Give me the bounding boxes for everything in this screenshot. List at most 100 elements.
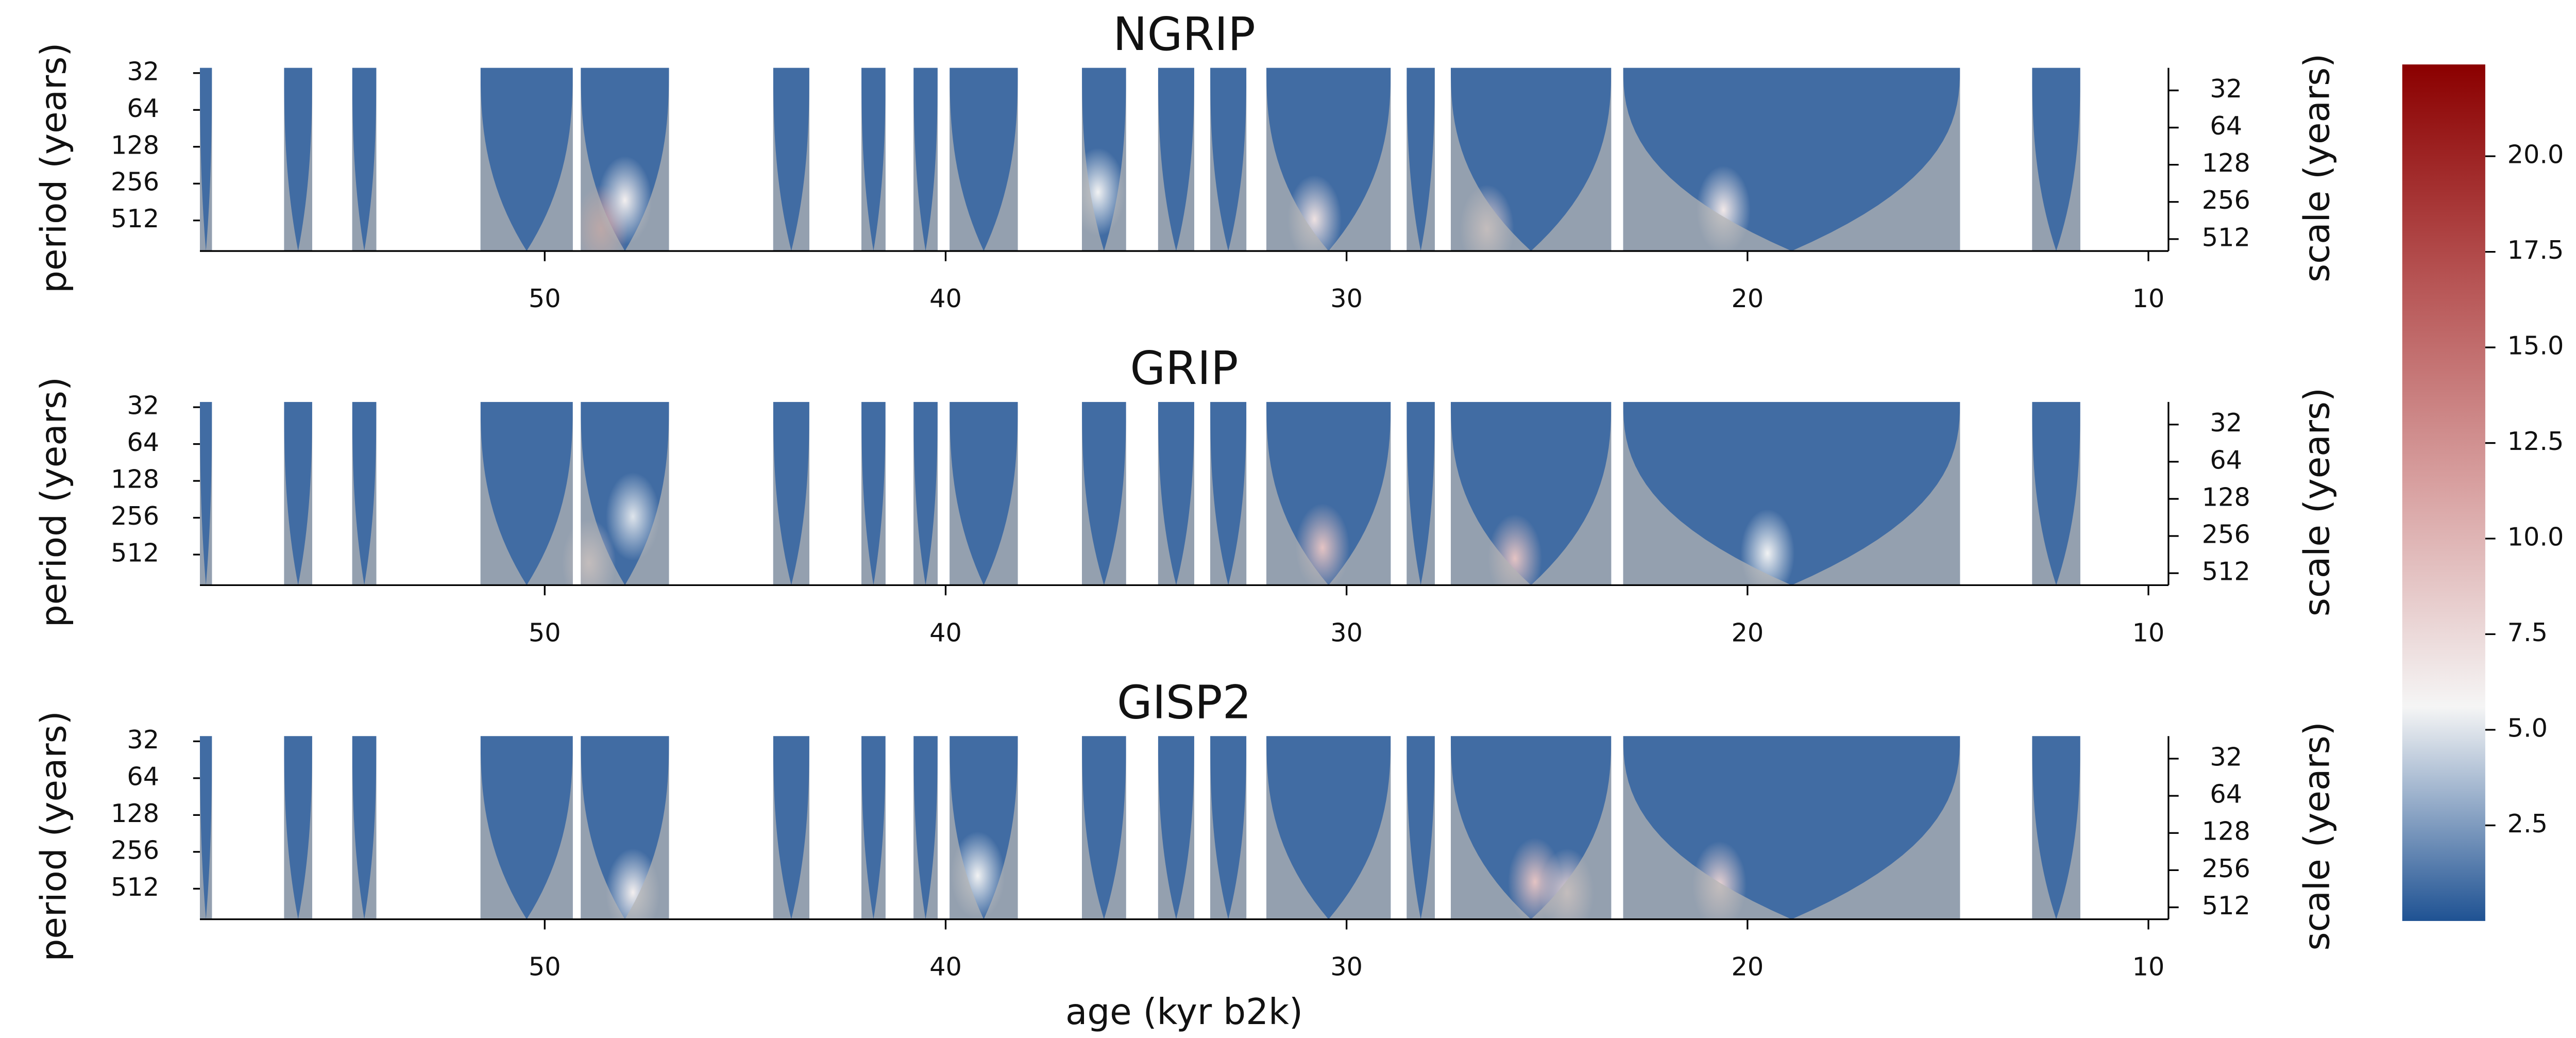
y-tick-label: 256 bbox=[111, 501, 159, 531]
x-tick-label: 20 bbox=[1731, 617, 1764, 647]
cone-of-influence bbox=[352, 68, 377, 252]
y-tick-label: 32 bbox=[127, 391, 159, 421]
x-tick-label: 50 bbox=[529, 617, 561, 647]
y2-tick-label: 128 bbox=[2202, 482, 2250, 512]
x-tick-label: 20 bbox=[1731, 952, 1764, 982]
y2-tick-label: 32 bbox=[2210, 408, 2242, 438]
cone-of-influence bbox=[1451, 401, 1612, 585]
data-segment bbox=[200, 401, 212, 585]
y-tick-label: 64 bbox=[127, 427, 159, 457]
cone-of-influence bbox=[352, 401, 377, 585]
cone-of-influence bbox=[861, 401, 886, 585]
cone-of-influence bbox=[581, 736, 669, 919]
colorbar-tick-label: 20.0 bbox=[2507, 140, 2564, 170]
y2-tick-label: 256 bbox=[2202, 185, 2250, 215]
x-tick-label: 20 bbox=[1731, 283, 1764, 313]
y-axis-label: period (years) bbox=[33, 377, 75, 627]
y-tick-label: 64 bbox=[127, 761, 159, 791]
panel-title: NGRIP bbox=[1113, 8, 1256, 61]
y-tick-label: 512 bbox=[111, 538, 159, 568]
cone-of-influence bbox=[861, 68, 886, 252]
cone-of-influence bbox=[1158, 68, 1194, 252]
cone-of-influence bbox=[581, 401, 669, 585]
y-tick-label: 32 bbox=[127, 725, 159, 755]
y2-tick-label: 32 bbox=[2210, 742, 2242, 772]
cone-of-influence bbox=[1082, 68, 1126, 252]
cone-of-influence bbox=[1406, 68, 1435, 252]
y-axis-label: period (years) bbox=[33, 43, 75, 293]
x-tick-label: 30 bbox=[1330, 617, 1363, 647]
colorbar-tick-label: 5.0 bbox=[2507, 713, 2548, 743]
cone-of-influence bbox=[1210, 68, 1247, 252]
y-tick-label: 64 bbox=[127, 93, 159, 123]
cone-of-influence bbox=[200, 401, 212, 585]
cone-of-influence bbox=[950, 736, 1018, 919]
colorbar-tick-label: 17.5 bbox=[2507, 235, 2564, 265]
cone-of-influence bbox=[480, 736, 573, 919]
colorbar-tick-label: 10.0 bbox=[2507, 522, 2564, 552]
cone-of-influence bbox=[1406, 401, 1435, 585]
x-tick-label: 50 bbox=[529, 952, 561, 982]
y2-tick-label: 256 bbox=[2202, 853, 2250, 883]
y-tick-label: 512 bbox=[111, 872, 159, 902]
y-tick-label: 128 bbox=[111, 798, 159, 828]
cone-of-influence bbox=[200, 68, 212, 252]
cone-of-influence bbox=[1266, 736, 1391, 919]
cone-of-influence bbox=[1623, 401, 1960, 585]
colorbar-tick-label: 12.5 bbox=[2507, 426, 2564, 456]
y-tick-label: 256 bbox=[111, 167, 159, 197]
cone-of-influence bbox=[284, 401, 312, 585]
panel-title: GRIP bbox=[1130, 342, 1238, 395]
cone-of-influence bbox=[2032, 736, 2080, 919]
cone-of-influence bbox=[950, 68, 1018, 252]
cone-of-influence bbox=[284, 68, 312, 252]
cone-of-influence bbox=[1082, 401, 1126, 585]
x-tick-label: 30 bbox=[1330, 952, 1363, 982]
x-tick-label: 10 bbox=[2132, 617, 2165, 647]
y2-tick-label: 128 bbox=[2202, 816, 2250, 846]
cone-of-influence bbox=[1266, 68, 1391, 252]
y-tick-label: 128 bbox=[111, 130, 159, 160]
cone-of-influence bbox=[200, 736, 212, 919]
x-axis-label: age (kyr b2k) bbox=[1065, 992, 1303, 1033]
x-tick-label: 30 bbox=[1330, 283, 1363, 313]
cone-of-influence bbox=[1158, 401, 1194, 585]
y2-tick-label: 32 bbox=[2210, 74, 2242, 104]
x-tick-label: 10 bbox=[2132, 283, 2165, 313]
colorbar-tick-label: 7.5 bbox=[2507, 617, 2548, 647]
x-tick-label: 10 bbox=[2132, 952, 2165, 982]
y2-tick-label: 64 bbox=[2210, 111, 2242, 141]
y2-axis-label: scale (years) bbox=[2297, 722, 2338, 950]
cone-of-influence bbox=[581, 68, 669, 252]
cone-of-influence bbox=[1210, 736, 1247, 919]
data-segment bbox=[200, 68, 212, 252]
y-tick-label: 512 bbox=[111, 204, 159, 233]
power-peak bbox=[598, 156, 652, 245]
cone-of-influence bbox=[352, 736, 377, 919]
cone-of-influence bbox=[913, 401, 938, 585]
cone-of-influence bbox=[773, 736, 809, 919]
y2-tick-label: 64 bbox=[2210, 445, 2242, 475]
cone-of-influence bbox=[2032, 401, 2080, 585]
power-peak bbox=[605, 472, 660, 561]
x-tick-label: 40 bbox=[929, 617, 962, 647]
cone-of-influence bbox=[1406, 736, 1435, 919]
y2-tick-label: 128 bbox=[2202, 148, 2250, 178]
colorbar bbox=[2402, 64, 2485, 921]
panel-title: GISP2 bbox=[1117, 676, 1251, 729]
data-segment bbox=[200, 736, 212, 919]
cone-of-influence bbox=[1623, 736, 1960, 919]
cone-of-influence bbox=[1451, 68, 1612, 252]
y2-axis-label: scale (years) bbox=[2297, 388, 2338, 616]
cone-of-influence bbox=[1158, 736, 1194, 919]
x-tick-label: 40 bbox=[929, 283, 962, 313]
y2-axis-label: scale (years) bbox=[2297, 54, 2338, 282]
cone-of-influence bbox=[773, 401, 809, 585]
cone-of-influence bbox=[861, 736, 886, 919]
y2-tick-label: 512 bbox=[2202, 891, 2250, 920]
x-tick-label: 40 bbox=[929, 952, 962, 982]
x-tick-label: 50 bbox=[529, 283, 561, 313]
cone-of-influence bbox=[1082, 736, 1126, 919]
y-tick-label: 32 bbox=[127, 56, 159, 86]
